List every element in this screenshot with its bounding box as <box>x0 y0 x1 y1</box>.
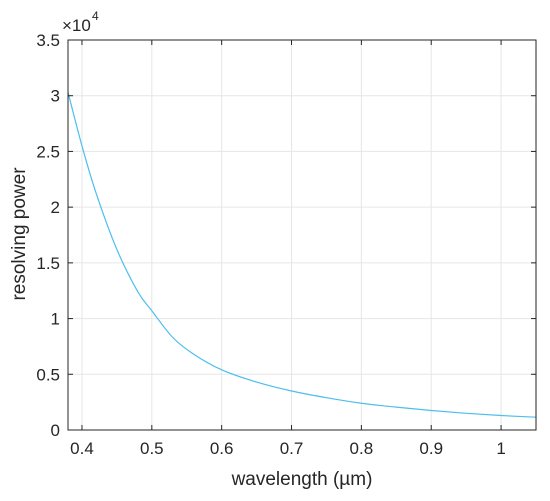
y-tick-label: 0 <box>51 421 60 440</box>
x-tick-label: 0.6 <box>210 439 234 458</box>
y-tick-label: 1 <box>51 310 60 329</box>
y-tick-label: 1.5 <box>36 254 60 273</box>
x-tick-label: 0.5 <box>140 439 164 458</box>
grid <box>68 40 536 430</box>
x-tick-label: 0.7 <box>280 439 304 458</box>
axes-box <box>68 40 536 430</box>
x-tick-label: 0.4 <box>70 439 94 458</box>
y-axis-label: resolving power <box>9 167 30 301</box>
y-tick-label: 2 <box>51 198 60 217</box>
y-tick-label: 2.5 <box>36 142 60 161</box>
y-tick-label: 0.5 <box>36 365 60 384</box>
y-exponent-base: ×10 <box>62 16 91 35</box>
axes-frame <box>68 40 536 430</box>
series-line <box>68 92 536 417</box>
y-tick-label: 3 <box>51 87 60 106</box>
x-ticks: 0.4 0.5 0.6 0.7 0.8 0.9 1 <box>70 40 506 458</box>
y-tick-label: 3.5 <box>36 31 60 50</box>
x-tick-label: 1 <box>496 439 505 458</box>
plot-line <box>68 92 536 417</box>
y-exponent-power: 4 <box>92 9 99 23</box>
x-tick-label: 0.8 <box>350 439 374 458</box>
x-axis-label: wavelength (µm) <box>231 469 373 490</box>
x-tick-label: 0.9 <box>419 439 443 458</box>
